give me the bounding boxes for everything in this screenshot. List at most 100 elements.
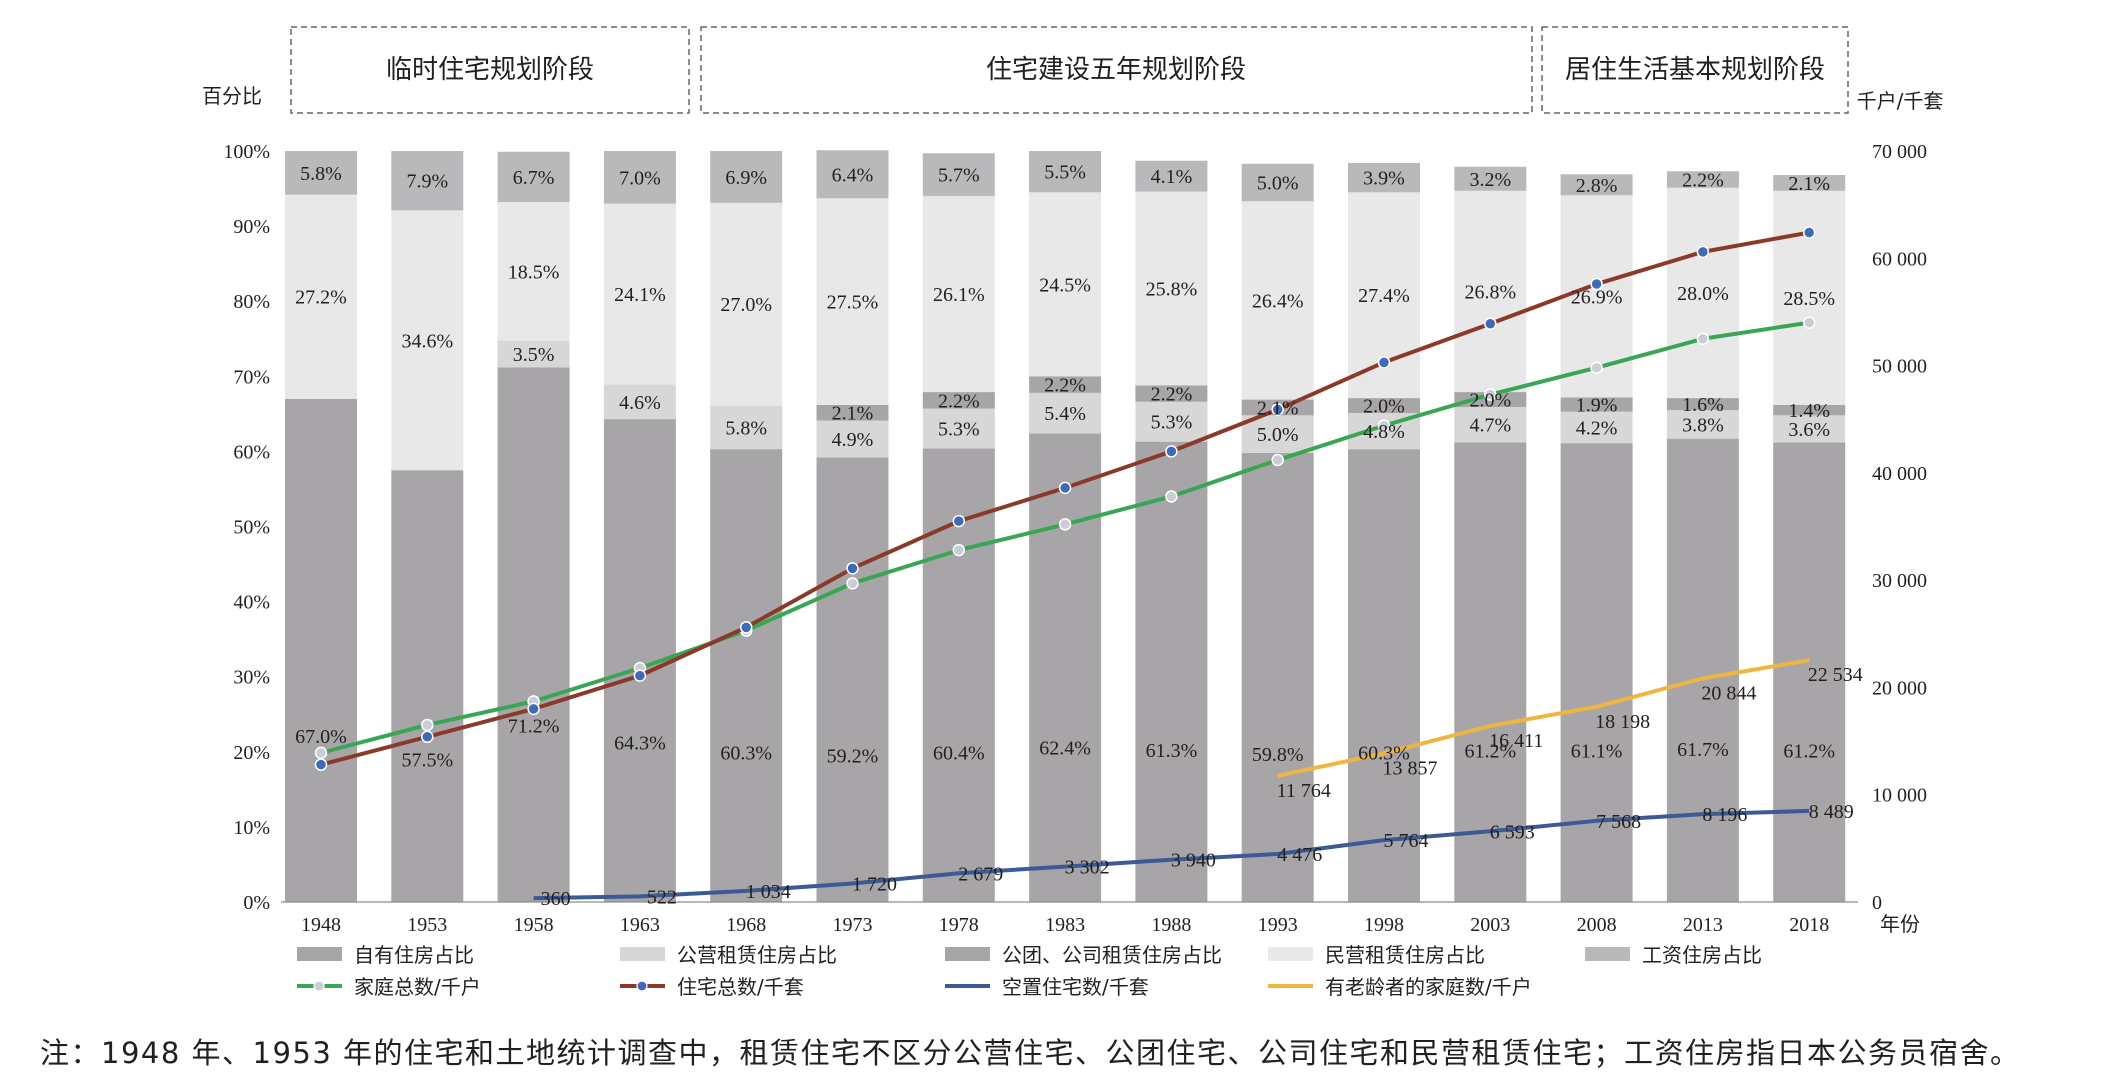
series-point [846, 577, 859, 590]
bar-segment [1454, 442, 1527, 902]
bar-segment [285, 194, 357, 399]
series-point [739, 621, 753, 634]
bar-segment [1135, 441, 1208, 902]
bar-segment [1241, 163, 1314, 202]
legend-label: 空置住宅数/千套 [1002, 975, 1149, 999]
bar-segment [1135, 160, 1208, 192]
bar-segment [1241, 201, 1314, 400]
line-data-label: 3 302 [1065, 857, 1110, 879]
legend-label: 公团、公司租赁住房占比 [1002, 943, 1222, 967]
bar-label: 2.1% [832, 403, 874, 425]
bar-label: 2.1% [1788, 173, 1830, 195]
bar-label: 4.7% [1469, 415, 1511, 437]
right-tick-label: 70 000 [1872, 141, 1927, 163]
phase-box-2 [700, 26, 1533, 114]
bar-label: 7.9% [406, 171, 448, 193]
line-data-label: 20 844 [1701, 682, 1756, 704]
legend-label: 民营租赁住房占比 [1325, 943, 1485, 967]
legend-swatch [1268, 947, 1313, 961]
line-data-label: 7 568 [1596, 811, 1641, 833]
phase-boxes: 临时住宅规划阶段 住宅建设五年规划阶段 居住生活基本规划阶段 [290, 26, 1849, 114]
bar-label: 4.9% [832, 429, 874, 451]
bar-segment [497, 367, 570, 903]
bar-label: 27.0% [720, 294, 772, 316]
bar-label: 61.3% [1146, 740, 1198, 762]
bar-label: 4.8% [1363, 421, 1405, 443]
right-tick-label: 30 000 [1872, 570, 1927, 592]
line-data-label: 8 489 [1809, 801, 1854, 823]
bar-label: 5.0% [1257, 173, 1299, 195]
bar-label: 3.5% [513, 344, 555, 366]
series-point [1590, 361, 1603, 374]
bar-segment [1773, 442, 1846, 902]
series-point [1484, 317, 1497, 330]
footnote: 注：1948 年、1953 年的住宅和土地统计调查中，租赁住宅不区分公营住宅、公… [40, 1036, 2021, 1070]
x-tick-label: 2013 [1683, 914, 1723, 936]
x-tick-label: 1988 [1151, 914, 1191, 936]
left-tick-label: 10% [233, 817, 270, 839]
line-data-label: 1 720 [852, 874, 897, 896]
bar-segment [1666, 438, 1739, 902]
x-tick-label: 1973 [833, 914, 873, 936]
bar-label: 1.6% [1682, 394, 1724, 416]
series-point [1377, 419, 1391, 432]
x-tick-label: 2018 [1789, 914, 1829, 936]
bar-label: 6.4% [832, 164, 874, 186]
bar-label: 27.2% [295, 287, 347, 309]
x-tick-label: 2008 [1577, 914, 1617, 936]
x-tick-label: 1968 [726, 914, 766, 936]
bar-label: 6.9% [725, 167, 767, 189]
right-tick-label: 60 000 [1872, 248, 1927, 270]
bar-label: 25.8% [1146, 278, 1198, 300]
bar-segment [816, 404, 889, 421]
legend-swatch [945, 947, 990, 961]
bar-label: 26.4% [1252, 290, 1304, 312]
bar-segment [710, 449, 783, 902]
bar-segment [497, 151, 570, 203]
bar-segment [285, 151, 357, 195]
bar-label: 4.2% [1576, 417, 1618, 439]
bar-segment [1241, 415, 1314, 453]
left-tick-label: 100% [223, 141, 270, 163]
series-point [846, 562, 859, 575]
bar-segment [1773, 404, 1846, 416]
bar-label: 1.9% [1576, 394, 1618, 416]
bar-segment [1454, 190, 1527, 393]
bar-segment [1666, 171, 1739, 188]
bar-segment [1029, 392, 1102, 434]
series-point [1484, 388, 1497, 401]
bar-label: 60.3% [720, 743, 772, 765]
x-axis-ticks: 1948 1953 1958 1963 1968 1973 1978 1983 1988 1993… [301, 914, 1829, 936]
x-tick-label: 1958 [514, 914, 554, 936]
bar-segment [816, 150, 889, 199]
bar-label: 57.5% [401, 749, 453, 771]
right-tick-label: 40 000 [1872, 463, 1927, 485]
line-data-label: 18 198 [1595, 711, 1650, 733]
left-tick-label: 50% [233, 517, 270, 539]
bar-segment [391, 210, 464, 471]
bar-segment [497, 202, 570, 342]
left-tick-label: 60% [233, 441, 270, 463]
line-data-label: 22 534 [1808, 664, 1863, 686]
series-point [633, 669, 647, 682]
left-tick-label: 40% [233, 592, 270, 614]
right-tick-label: 50 000 [1872, 356, 1927, 378]
bar-label: 61.1% [1571, 741, 1623, 763]
x-tick-label: 1993 [1258, 914, 1298, 936]
bar-label: 26.1% [933, 284, 985, 306]
line-data-label: 4 476 [1277, 844, 1322, 866]
bar-label: 2.1% [1257, 397, 1299, 419]
series-line [1277, 658, 1810, 778]
bar-label: 7.0% [619, 167, 661, 189]
line-data-label: 2 679 [958, 863, 1003, 885]
legend-swatch [1585, 947, 1630, 961]
bar-segment [1348, 398, 1420, 414]
x-axis-title: 年份 [1880, 912, 1920, 936]
bar-label: 5.5% [1044, 162, 1086, 184]
bar-label: 2.8% [1576, 175, 1618, 197]
bar-label: 71.2% [508, 716, 560, 738]
bar-label: 62.4% [1039, 737, 1091, 759]
legend-label: 住宅总数/千套 [677, 975, 804, 999]
x-tick-label: 1983 [1045, 914, 1085, 936]
bar-label: 6.7% [513, 167, 555, 189]
